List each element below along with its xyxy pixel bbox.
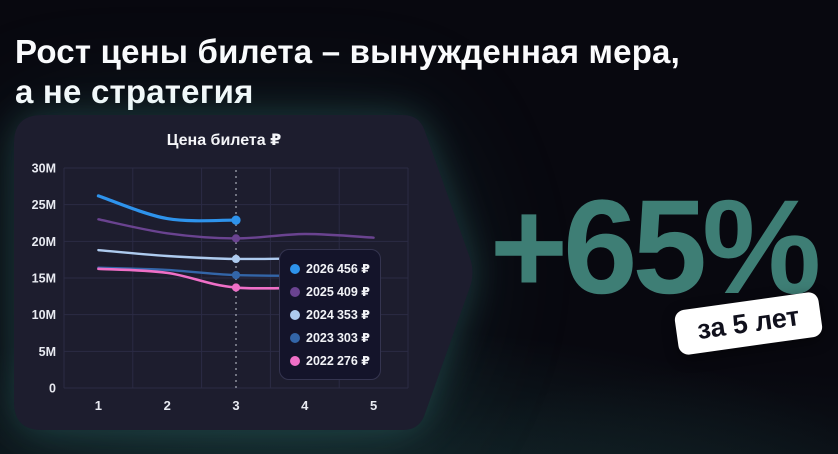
x-tick-label: 2	[164, 398, 171, 413]
x-tick-label: 1	[95, 398, 102, 413]
legend-row-2026: 2026 456 ₽	[290, 260, 370, 277]
legend-dot-2026	[290, 263, 300, 274]
legend-year: 2026	[306, 261, 334, 276]
legend-year: 2022	[306, 353, 334, 368]
y-tick-label: 20M	[32, 235, 56, 249]
x-tick-label: 5	[370, 398, 377, 413]
marker-dot-2022	[231, 283, 241, 292]
legend-dot-2023	[290, 332, 300, 343]
y-tick-label: 5M	[39, 345, 56, 359]
y-tick-label: 15M	[32, 272, 56, 286]
legend-row-2022: 2022 276 ₽	[290, 352, 370, 369]
legend-dot-2024	[290, 309, 300, 320]
chart-title: Цена билета ₽	[166, 132, 282, 149]
legend-dot-2022	[290, 355, 300, 366]
y-tick-label: 10M	[32, 308, 56, 322]
chart-legend: 2026 456 ₽2025 409 ₽2024 353 ₽2023 303 ₽2022…	[279, 249, 381, 380]
legend-year: 2023	[306, 330, 334, 345]
x-tick-label: 4	[301, 398, 309, 413]
series-line-2026	[96, 194, 238, 223]
legend-row-2023: 2023 303 ₽	[290, 329, 370, 346]
legend-price: 303 ₽	[336, 331, 370, 345]
growth-percentage: +65%	[489, 173, 821, 322]
legend-price: 353 ₽	[336, 308, 370, 322]
y-tick-label: 30M	[32, 162, 56, 176]
legend-dot-2025	[290, 286, 300, 297]
x-tick-label: 3	[232, 398, 239, 413]
y-tick-label: 25M	[32, 198, 56, 212]
legend-row-2025: 2025 409 ₽	[290, 283, 370, 300]
page-title: Рост цены билета – вынужденная мера, а н…	[15, 32, 755, 111]
legend-year: 2025	[306, 284, 334, 299]
legend-year: 2024	[306, 307, 334, 322]
price-line-chart: 30M 25M 20M 15M 10M 5M 0 1 2 3 4 5	[32, 162, 409, 413]
marker-dot-2026	[231, 215, 241, 225]
y-tick-label: 0	[49, 382, 56, 396]
legend-price: 456 ₽	[336, 262, 370, 276]
page-title-line-2: а не стратегия	[15, 72, 254, 110]
legend-price: 409 ₽	[336, 285, 370, 299]
page-title-line-1: Рост цены билета – вынужденная мера,	[15, 33, 680, 71]
marker-dot-2023	[231, 270, 241, 280]
chart-panel: Цена билета ₽ 30M 25M 20M 15M 10M 5M 0 1 2 3 4 5 20…	[14, 115, 484, 430]
legend-price: 276 ₽	[336, 354, 370, 368]
legend-row-2024: 2024 353 ₽	[290, 306, 370, 323]
marker-dot-2025	[231, 234, 241, 243]
marker-dot-2024	[231, 254, 241, 264]
